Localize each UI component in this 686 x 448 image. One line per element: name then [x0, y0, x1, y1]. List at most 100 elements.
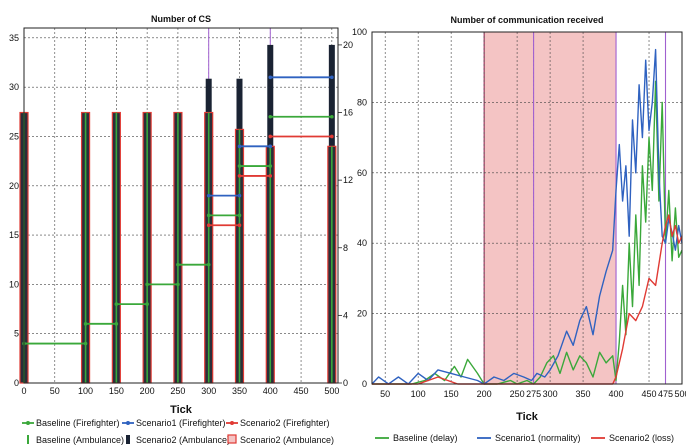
step-marker: [268, 134, 273, 139]
right-x-axis-label: Tick: [516, 411, 539, 423]
right-y-tick-label: 40: [357, 238, 367, 248]
left-y-tick-label: 15: [9, 230, 19, 240]
legend-label: Baseline (Ambulance): [36, 435, 124, 445]
left-step-lines: [22, 75, 334, 346]
legend-bar-icon: [126, 435, 130, 444]
step-marker: [237, 193, 242, 198]
legend-label: Baseline (Firefighter): [36, 418, 120, 428]
step-marker: [237, 144, 242, 149]
left-legend: Baseline (Firefighter) Scenario1 (Firefig…: [22, 418, 334, 445]
left-y2-tick-label: 0: [343, 378, 348, 388]
series-line: [371, 48, 683, 385]
left-y-tick-label: 10: [9, 279, 19, 289]
left-x-tick-label: 200: [140, 386, 155, 396]
step-marker: [330, 134, 334, 139]
right-x-tick-label: 100: [411, 389, 426, 399]
right-chart-title: Number of communication received: [450, 15, 603, 25]
left-x-tick-label: 400: [263, 386, 278, 396]
legend-label: Scenario2 (Ambulance): [240, 435, 334, 445]
bar-baseline-ambulance: [207, 112, 210, 384]
left-y-tick-label: 5: [14, 329, 19, 339]
right-x-tick-label: 475: [658, 389, 673, 399]
step-marker: [237, 164, 242, 168]
step-marker: [268, 164, 273, 168]
step-marker: [176, 282, 180, 287]
step-marker: [237, 213, 242, 218]
step-marker: [114, 322, 119, 326]
right-plot-frame: [371, 31, 683, 385]
bar-baseline-ambulance: [238, 129, 241, 383]
bar-baseline-ambulance: [115, 112, 118, 384]
left-y-tick-label: 20: [9, 181, 19, 191]
right-y-tick-label: 80: [357, 97, 367, 107]
left-y2-tick-label: 4: [343, 310, 348, 320]
step-marker: [330, 114, 334, 119]
step-marker: [145, 282, 149, 287]
step-marker: [268, 75, 273, 80]
right-x-tick-label: 350: [576, 389, 591, 399]
right-y-tick-label: 0: [362, 379, 367, 389]
step-marker: [237, 223, 242, 228]
left-y2-tick-label: 16: [343, 108, 353, 118]
step-marker: [83, 341, 88, 346]
left-ticks: 0 50 100 150 200 250 300 350 400 450 5000510152025…: [9, 33, 353, 396]
left-x-tick-label: 0: [21, 386, 26, 396]
bar-baseline-ambulance: [269, 146, 272, 383]
legend-label: Scenario1 (Firefighter): [136, 418, 226, 428]
step-marker: [206, 262, 211, 267]
right-legend: Baseline (delay) Scenario1 (normality) Sce…: [375, 433, 674, 443]
left-chart-title: Number of CS: [151, 14, 211, 24]
left-y-tick-label: 0: [14, 378, 19, 388]
legend-label: Scenario2 (Firefighter): [240, 418, 330, 428]
right-y-tick-label: 100: [352, 27, 367, 37]
left-plot-frame: [23, 27, 339, 384]
legend-marker-icon: [126, 421, 130, 425]
right-x-tick-label: 50: [380, 389, 390, 399]
left-x-tick-label: 50: [50, 386, 60, 396]
chart-number-of-cs: 0 50 100 150 200 250 300 350 400 450 5000510152025…: [9, 14, 353, 445]
step-marker: [268, 174, 273, 178]
left-x-tick-label: 450: [294, 386, 309, 396]
step-marker: [114, 302, 119, 306]
left-x-tick-label: 350: [232, 386, 247, 396]
legend-marker-icon: [26, 421, 30, 425]
step-marker: [206, 223, 211, 228]
step-marker: [206, 193, 211, 198]
left-y2-tick-label: 12: [343, 175, 353, 185]
step-marker: [330, 75, 334, 80]
right-y-tick-label: 20: [357, 309, 367, 319]
step-marker: [206, 213, 211, 218]
legend-box-icon: [227, 434, 237, 444]
step-marker: [268, 114, 273, 119]
left-x-tick-label: 250: [170, 386, 185, 396]
left-y2-tick-label: 8: [343, 243, 348, 253]
right-x-tick-label: 150: [444, 389, 459, 399]
right-x-tick-label: 275: [526, 389, 541, 399]
left-y-tick-label: 30: [9, 82, 19, 92]
right-x-tick-label: 300: [543, 389, 558, 399]
left-x-tick-label: 150: [109, 386, 124, 396]
bar-baseline-ambulance: [146, 112, 148, 384]
left-y2-tick-label: 20: [343, 40, 353, 50]
right-x-tick-label: 450: [642, 389, 657, 399]
bar-baseline-ambulance: [331, 146, 333, 383]
left-y-tick-label: 25: [9, 131, 19, 141]
step-marker: [237, 174, 242, 178]
left-x-tick-label: 500: [324, 386, 339, 396]
bar-baseline-ambulance: [84, 112, 87, 384]
right-x-tick-label: 500: [674, 389, 686, 399]
right-y-tick-label: 60: [357, 168, 367, 178]
right-x-tick-label: 250: [510, 389, 525, 399]
left-x-tick-label: 300: [201, 386, 216, 396]
left-x-tick-label: 100: [78, 386, 93, 396]
series-line: [372, 80, 683, 385]
legend-label: Scenario1 (normality): [495, 433, 581, 443]
legend-label: Scenario2 (loss): [609, 433, 674, 443]
step-marker: [268, 144, 273, 149]
left-x-axis-label: Tick: [170, 404, 193, 416]
right-x-tick-label: 200: [477, 389, 492, 399]
step-marker: [145, 302, 149, 306]
